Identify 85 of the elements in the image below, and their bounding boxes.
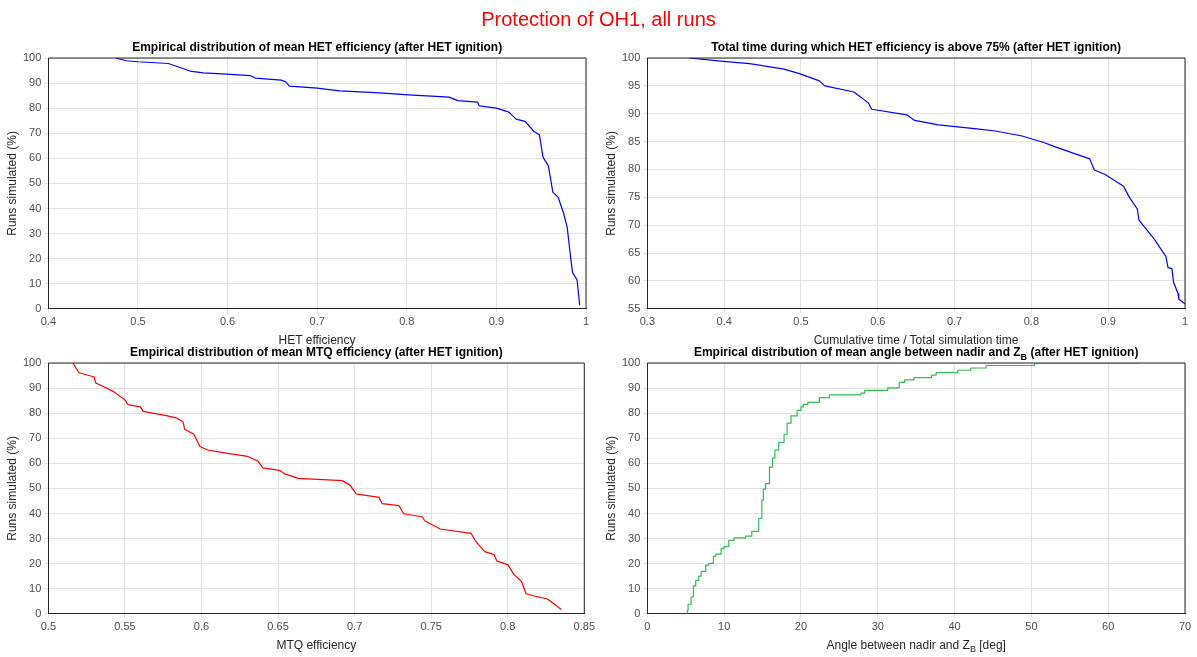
- x-tick-label: 0.75: [420, 620, 442, 633]
- y-tick-label: 70: [628, 431, 641, 444]
- x-tick-label: 0.4: [40, 315, 56, 328]
- y-axis-title: Runs simulated (%): [603, 436, 618, 541]
- x-tick-label: 0.6: [870, 315, 886, 328]
- x-tick-label: 0.6: [219, 315, 236, 328]
- y-tick-label: 80: [628, 162, 641, 175]
- x-tick-label: 20: [794, 620, 808, 633]
- y-tick-label: 100: [621, 51, 641, 64]
- x-tick-label: 0.7: [309, 315, 325, 328]
- y-tick-label: 100: [621, 356, 641, 369]
- x-tick-label: 0.8: [1023, 315, 1040, 328]
- x-tick-label: 10: [718, 620, 731, 633]
- x-tick-label: 0.85: [573, 620, 596, 633]
- y-axis-title: Runs simulated (%): [603, 131, 618, 236]
- y-tick-label: 60: [29, 151, 42, 164]
- y-tick-label: 80: [29, 406, 42, 419]
- y-tick-label: 0: [35, 301, 42, 314]
- y-tick-label: 85: [628, 134, 641, 147]
- y-tick-label: 20: [29, 556, 42, 569]
- y-tick-label: 10: [29, 581, 42, 594]
- x-tick-label: 0.6: [193, 620, 210, 633]
- chart-title: Total time during which HET efficiency is above 75% (after HET ignition): [711, 40, 1122, 55]
- y-tick-label: 55: [628, 301, 641, 314]
- x-tick-label: 0.55: [114, 620, 136, 633]
- x-tick-label: 0.8: [399, 315, 415, 328]
- x-tick-label: 0.65: [267, 620, 289, 633]
- x-axis-title: HET efficiency: [278, 333, 356, 348]
- y-tick-label: 40: [29, 201, 42, 214]
- y-tick-label: 90: [628, 106, 641, 119]
- y-tick-label: 60: [628, 273, 641, 286]
- x-tick-label: 50: [1025, 620, 1038, 633]
- x-tick-label: 0.3: [639, 315, 655, 328]
- y-tick-label: 90: [29, 76, 42, 89]
- x-tick-label: 0.7: [346, 620, 363, 633]
- chart-title: Empirical distribution of mean MTQ efficiency (after HET ignition): [129, 345, 503, 360]
- y-tick-label: 80: [628, 406, 641, 419]
- y-tick-label: 20: [628, 556, 641, 569]
- text: Protection of OH1, all runs: [480, 7, 717, 32]
- x-tick-label: 0: [644, 620, 651, 633]
- y-tick-label: 20: [29, 251, 42, 264]
- y-tick-label: 90: [29, 381, 42, 394]
- x-tick-label: 70: [1178, 620, 1192, 633]
- y-tick-label: 30: [628, 531, 641, 544]
- x-tick-label: 1: [1181, 315, 1189, 328]
- x-tick-label: 40: [948, 620, 961, 633]
- y-tick-label: 75: [628, 190, 641, 203]
- y-tick-label: 70: [29, 431, 42, 444]
- y-tick-label: 50: [628, 481, 641, 494]
- chart-title: Empirical distribution of mean HET efficiency (after HET ignition): [132, 40, 503, 55]
- x-tick-label: 60: [1102, 620, 1115, 633]
- y-axis-title: Runs simulated (%): [4, 436, 19, 541]
- x-tick-label: 0.7: [946, 315, 963, 328]
- y-tick-label: 10: [628, 581, 641, 594]
- y-tick-label: 50: [29, 176, 42, 189]
- y-tick-label: 70: [628, 218, 641, 231]
- x-tick-label: 0.5: [40, 620, 56, 633]
- y-tick-label: 90: [628, 381, 641, 394]
- y-tick-label: 50: [29, 481, 42, 494]
- x-tick-label: 0.5: [793, 315, 809, 328]
- x-axis-title: Cumulative time / Total simulation time: [813, 333, 1019, 348]
- y-tick-label: 100: [22, 356, 42, 369]
- y-tick-label: 40: [29, 506, 42, 519]
- y-tick-label: 70: [29, 126, 42, 139]
- y-tick-label: 60: [29, 456, 42, 469]
- y-tick-label: 80: [29, 101, 42, 114]
- y-tick-label: 30: [29, 531, 42, 544]
- y-tick-label: 30: [29, 226, 42, 239]
- x-axis-title: MTQ efficiency: [276, 638, 357, 653]
- y-tick-label: 100: [22, 51, 42, 64]
- x-tick-label: 0.8: [500, 620, 516, 633]
- y-tick-label: 65: [628, 246, 641, 259]
- y-tick-label: 60: [628, 456, 641, 469]
- y-tick-label: 0: [634, 606, 641, 619]
- x-tick-label: 0.9: [1100, 315, 1116, 328]
- y-tick-label: 40: [628, 506, 641, 519]
- y-axis-title: Runs simulated (%): [4, 131, 19, 236]
- x-tick-label: 0.5: [130, 315, 146, 328]
- x-tick-label: 1: [582, 315, 590, 328]
- x-tick-label: 0.4: [716, 315, 732, 328]
- y-tick-label: 95: [628, 78, 641, 91]
- x-tick-label: 30: [871, 620, 884, 633]
- y-tick-label: 10: [29, 276, 42, 289]
- y-tick-label: 0: [35, 606, 42, 619]
- x-tick-label: 0.9: [488, 315, 505, 328]
